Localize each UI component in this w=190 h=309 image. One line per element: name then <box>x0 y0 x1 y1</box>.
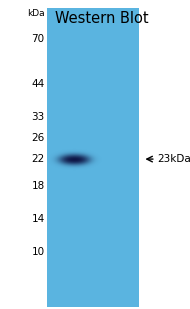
Text: Western Blot: Western Blot <box>55 11 149 26</box>
Text: 33: 33 <box>31 112 45 122</box>
Text: 26: 26 <box>31 133 45 143</box>
Bar <box>47 8 139 307</box>
Text: 18: 18 <box>31 181 45 191</box>
Text: kDa: kDa <box>27 9 45 18</box>
Text: 22: 22 <box>31 154 45 164</box>
Text: 10: 10 <box>32 247 45 257</box>
Text: 23kDa: 23kDa <box>158 154 190 164</box>
Text: 70: 70 <box>32 34 45 44</box>
Text: 44: 44 <box>31 79 45 89</box>
Text: 14: 14 <box>31 214 45 224</box>
